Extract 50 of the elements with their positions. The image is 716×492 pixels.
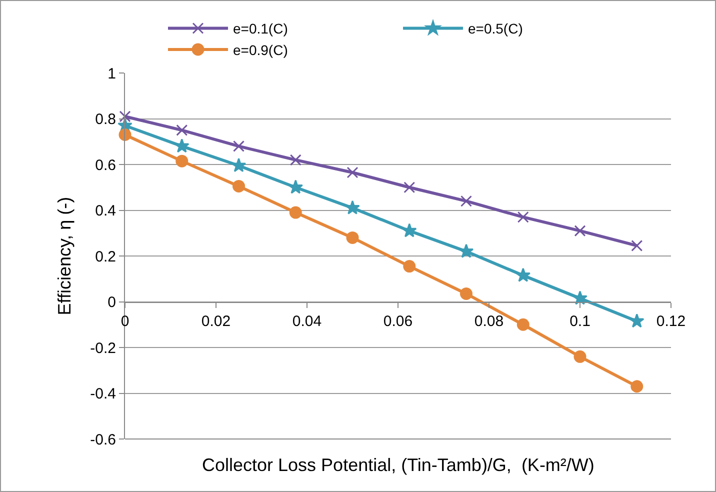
point bbox=[460, 195, 472, 207]
y-tick-label: 0 bbox=[108, 294, 116, 311]
point bbox=[232, 180, 245, 192]
y-tick-label: 0.8 bbox=[95, 111, 116, 128]
point bbox=[572, 290, 588, 305]
point bbox=[288, 180, 304, 194]
legend-label: e=0.9(C) bbox=[233, 42, 288, 58]
point bbox=[631, 240, 643, 252]
point bbox=[345, 200, 360, 214]
point bbox=[629, 313, 644, 328]
legend-label: e=0.5(C) bbox=[468, 20, 523, 37]
point bbox=[517, 211, 529, 223]
x-tick-label: 0.06 bbox=[383, 312, 413, 330]
x-tick-label: 0 bbox=[120, 312, 130, 330]
point bbox=[233, 140, 244, 152]
point bbox=[630, 380, 644, 393]
point bbox=[403, 260, 416, 273]
x-axis-title: Collector Loss Potential, (Tin-Tamb)/G, (K-m²/W) bbox=[202, 455, 594, 475]
point bbox=[574, 225, 586, 237]
point bbox=[176, 124, 188, 136]
point bbox=[402, 223, 417, 238]
point bbox=[516, 268, 531, 282]
point bbox=[176, 154, 188, 168]
point bbox=[174, 138, 190, 153]
y-tick-label: 0.2 bbox=[95, 248, 116, 266]
x-tick-label: 0.04 bbox=[292, 312, 322, 330]
x-tick-label: 0.08 bbox=[474, 312, 504, 330]
point bbox=[460, 287, 472, 300]
legend-label: e=0.1(C) bbox=[233, 20, 288, 37]
y-tick-label: 0.4 bbox=[95, 202, 116, 220]
y-axis-title: Efficiency, η (-) bbox=[54, 196, 74, 316]
y-tick-label: -0.6 bbox=[90, 431, 116, 448]
point bbox=[574, 350, 586, 363]
x-tick-label: 0.1 bbox=[570, 312, 590, 330]
point bbox=[119, 110, 131, 122]
point bbox=[516, 318, 530, 331]
y-tick-label: -0.2 bbox=[90, 340, 116, 357]
y-tick-label: 0.6 bbox=[95, 156, 116, 174]
point bbox=[289, 206, 302, 219]
point bbox=[404, 182, 416, 194]
point bbox=[458, 244, 474, 258]
point bbox=[118, 128, 132, 142]
y-tick-label: 1 bbox=[108, 65, 116, 82]
point bbox=[290, 154, 302, 166]
y-tick-label: -0.4 bbox=[90, 386, 116, 402]
point bbox=[346, 166, 358, 178]
point bbox=[231, 158, 246, 172]
point bbox=[346, 231, 359, 244]
x-tick-label: 0.12 bbox=[656, 312, 686, 330]
x-tick-label: 0.02 bbox=[201, 312, 231, 330]
